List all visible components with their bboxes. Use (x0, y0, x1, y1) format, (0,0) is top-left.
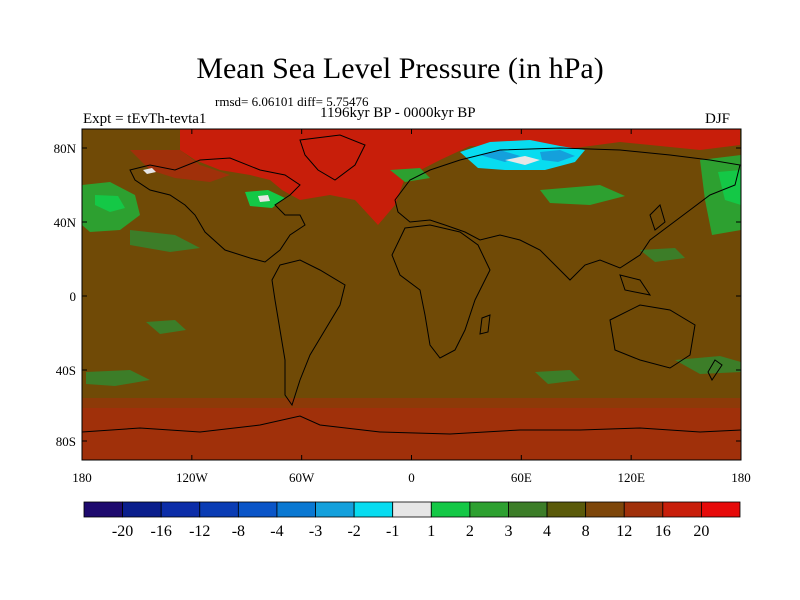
japan-coast (649, 204, 666, 231)
x-tick-label: 0 (408, 470, 415, 485)
pacific-dark-green (130, 230, 200, 252)
season-label: DJF (705, 111, 731, 127)
colorbar-label: 3 (504, 523, 512, 540)
west-pacific-green (640, 248, 685, 262)
coastlines (82, 134, 741, 435)
colorbar-swatch (237, 501, 278, 518)
x-tick-label: 120W (176, 470, 209, 485)
greenland-coast (299, 134, 366, 181)
colorbar-label: 4 (543, 523, 551, 540)
colorbar-label: 2 (466, 523, 474, 540)
stats-label: rmsd= 6.06101 diff= 5.75476 (215, 94, 369, 109)
colorbar-swatch (469, 501, 509, 518)
colorbar-swatch (430, 501, 471, 518)
y-tick-label: 0 (70, 289, 77, 304)
colorbar-label: -16 (151, 523, 172, 540)
pressure-field (82, 129, 741, 460)
colorbar-label: 16 (655, 523, 671, 540)
hudson-bay-neutral (258, 195, 270, 202)
colorbar-swatch (623, 501, 664, 518)
x-tick-label: 120E (617, 470, 645, 485)
south-america-coast (271, 259, 346, 407)
colorbar-label: -20 (112, 523, 133, 540)
colorbar-label: -1 (386, 523, 399, 540)
alaska-neutral (143, 168, 156, 174)
colorbar-label: -8 (232, 523, 245, 540)
colorbar-label: -3 (309, 523, 322, 540)
colorbar-label: 1 (427, 523, 435, 540)
colorbar-label: -12 (189, 523, 210, 540)
colorbar-swatch (546, 501, 587, 518)
colorbar-label: -2 (347, 523, 360, 540)
y-tick-label: 80N (54, 141, 77, 156)
period-label: 1196kyr BP - 0000kyr BP (320, 105, 476, 121)
colorbar-label: -4 (270, 523, 283, 540)
new-zealand-coast (707, 359, 723, 381)
colorbar-swatch (83, 501, 123, 518)
colorbar-swatch (160, 501, 201, 518)
siberian-low-core-2 (540, 150, 575, 162)
north-america-coast (129, 157, 306, 263)
north-pacific-light-green (95, 195, 125, 212)
siberian-neutral-patch (505, 156, 540, 165)
southern-high-edge (82, 398, 741, 408)
map-title: Mean Sea Level Pressure (in hPa) (196, 52, 604, 85)
colorbar-swatch (508, 501, 548, 518)
colorbar-label: 12 (616, 523, 632, 540)
x-tick-label: 60W (289, 470, 315, 485)
africa-coast (391, 224, 491, 359)
colorbar-swatch (701, 501, 741, 518)
colorbar-swatch (353, 501, 394, 518)
colorbar-swatch (315, 501, 355, 518)
x-tick-label: 60E (511, 470, 532, 485)
colorbar-swatch (122, 501, 162, 518)
colorbar-swatch (662, 501, 702, 518)
north-atlantic-green (390, 168, 430, 182)
south-pacific-green (146, 320, 186, 334)
colorbar-label: 8 (582, 523, 590, 540)
southern-high-band (82, 408, 741, 460)
colorbar-swatch (276, 501, 316, 518)
colorbar-label: 20 (693, 523, 709, 540)
y-tick-label: 40N (54, 215, 77, 230)
colorbar-swatch (585, 501, 625, 518)
y-axis: 80N 40N 0 40S 80S (54, 141, 741, 449)
antarctica-coast (82, 415, 741, 435)
y-tick-label: 80S (56, 434, 76, 449)
colorbar-swatch (392, 501, 432, 518)
australia-coast (609, 304, 696, 369)
south-indian-green (535, 370, 580, 384)
south-pacific-west-green (86, 370, 150, 386)
colorbar-swatch (199, 501, 239, 518)
south-pacific-east-green (675, 356, 741, 374)
eurasia-coast (394, 147, 741, 281)
x-axis: 180 120W 60W 0 60E 120E 180 (72, 129, 751, 485)
alaska-high (130, 150, 230, 182)
colorbar: -20 -16 -12 -8 -4 -3 -2 -1 1 2 3 4 8 12 16 20 (83, 501, 741, 540)
asia-green (540, 185, 625, 205)
x-tick-label: 180 (731, 470, 751, 485)
madagascar-coast (479, 314, 491, 335)
experiment-label: Expt = tEvTh-tevta1 (83, 111, 207, 127)
x-tick-label: 180 (72, 470, 92, 485)
y-tick-label: 40S (56, 363, 76, 378)
indonesia-coast (619, 274, 652, 296)
arctic-high (180, 129, 740, 225)
siberian-low (460, 140, 585, 170)
